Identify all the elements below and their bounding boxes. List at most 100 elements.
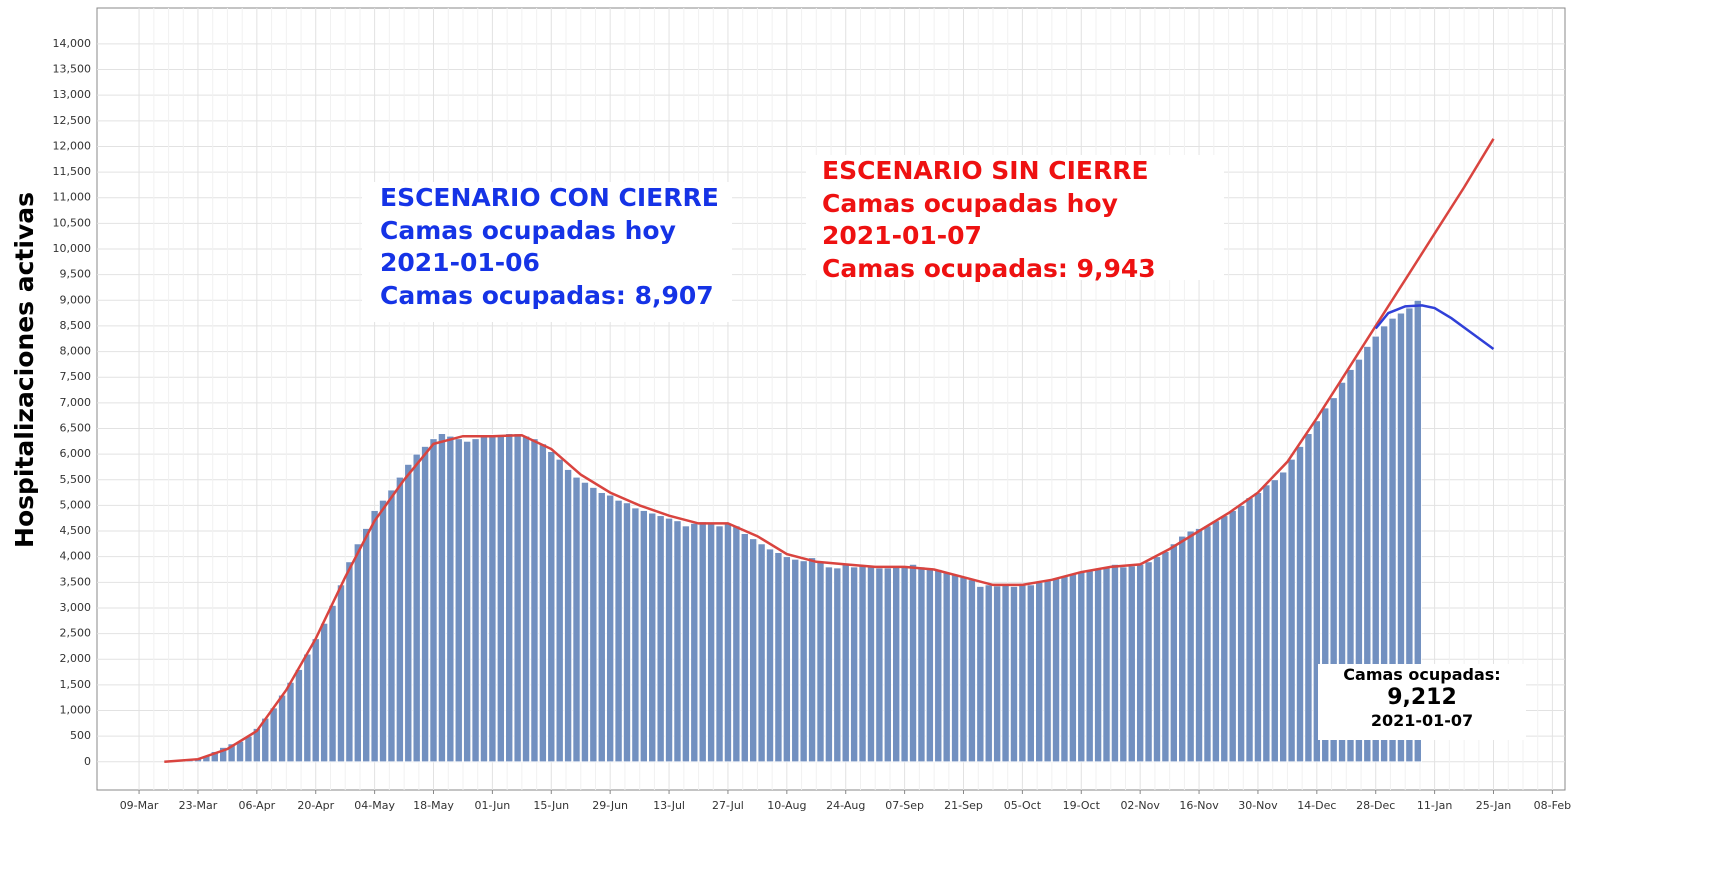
bar (1405, 307, 1414, 763)
bar (496, 435, 505, 763)
y-tick-label: 9,000 (60, 293, 92, 306)
bar (395, 476, 404, 763)
bar (286, 681, 295, 763)
bar (303, 653, 312, 763)
bar (1060, 575, 1069, 763)
bar (547, 451, 556, 763)
bar (328, 604, 337, 763)
bar (1094, 569, 1103, 763)
bar (791, 558, 800, 763)
bar (631, 507, 640, 763)
y-tick-label: 2,500 (60, 627, 92, 640)
x-tick-label: 19-Oct (1063, 799, 1101, 812)
x-tick-label: 10-Aug (767, 799, 806, 812)
bar (236, 740, 245, 763)
y-tick-label: 10,500 (53, 216, 92, 229)
bar (959, 576, 968, 763)
bar (1371, 335, 1380, 763)
bar (698, 521, 707, 763)
y-tick-label: 7,500 (60, 370, 92, 383)
annotation-line: ESCENARIO CON CIERRE (380, 183, 719, 212)
bar (311, 638, 320, 763)
bar (1279, 471, 1288, 763)
bar (1220, 515, 1229, 763)
bar (454, 438, 463, 763)
bar (1287, 458, 1296, 763)
annotation-line: Camas ocupadas: (1343, 665, 1501, 684)
bar (1346, 369, 1355, 763)
bar (353, 543, 362, 763)
bar (967, 579, 976, 763)
bar (1001, 584, 1010, 763)
bar (1354, 358, 1363, 763)
y-tick-label: 6,500 (60, 421, 92, 434)
bar (1077, 571, 1086, 763)
bar (984, 584, 993, 763)
bar (1026, 584, 1035, 763)
y-tick-label: 8,500 (60, 319, 92, 332)
bar (294, 669, 303, 763)
bar (1052, 577, 1061, 763)
bar (488, 434, 497, 763)
x-tick-label: 13-Jul (653, 799, 685, 812)
y-tick-label: 4,000 (60, 550, 92, 563)
bar (362, 528, 371, 763)
bar (1363, 346, 1372, 763)
y-tick-label: 8,000 (60, 345, 92, 358)
x-tick-label: 16-Nov (1179, 799, 1219, 812)
bar (1085, 570, 1094, 763)
bar (530, 438, 539, 763)
x-tick-label: 20-Apr (297, 799, 334, 812)
y-tick-label: 13,500 (53, 63, 92, 76)
bar (1136, 563, 1145, 763)
bar (715, 525, 724, 763)
bar (951, 574, 960, 763)
y-tick-label: 11,000 (53, 191, 92, 204)
bar (656, 515, 665, 763)
bar (757, 543, 766, 763)
bar (589, 487, 598, 763)
x-tick-label: 27-Jul (712, 799, 744, 812)
bar (379, 499, 388, 763)
bar (1203, 525, 1212, 763)
bar (858, 565, 867, 763)
trend-line (1374, 304, 1495, 351)
bar (1009, 586, 1018, 763)
bar (1035, 581, 1044, 763)
bar (942, 571, 951, 763)
bar (269, 707, 278, 763)
y-tick-label: 3,000 (60, 601, 92, 614)
x-tick-label: 06-Apr (238, 799, 275, 812)
y-tick-label: 13,000 (53, 88, 92, 101)
bar (866, 566, 875, 763)
bar (732, 525, 741, 763)
bar (934, 569, 943, 763)
bar (597, 492, 606, 763)
y-tick-label: 1,000 (60, 704, 92, 717)
annotation: ESCENARIO SIN CIERRE Camas ocupadas hoy 20… (806, 155, 1224, 283)
bar (740, 533, 749, 763)
bar (774, 552, 783, 763)
y-axis-label: Hospitalizaciones activas (10, 192, 39, 548)
x-tick-label: 11-Jan (1417, 799, 1453, 812)
x-tick-label: 15-Jun (533, 799, 569, 812)
bar (1161, 551, 1170, 763)
bar (681, 525, 690, 763)
bar (1296, 446, 1305, 763)
bar (917, 566, 926, 763)
bar (1068, 573, 1077, 763)
x-tick-label: 29-Jun (592, 799, 628, 812)
y-tick-label: 7,000 (60, 396, 92, 409)
bar (580, 481, 589, 763)
bar (799, 560, 808, 763)
bar (1211, 520, 1220, 763)
bar (1152, 556, 1161, 763)
bar (816, 561, 825, 763)
bar (1329, 397, 1338, 763)
bar (429, 438, 438, 763)
bar (1186, 530, 1195, 763)
bar (673, 520, 682, 763)
y-tick-label: 11,500 (53, 165, 92, 178)
